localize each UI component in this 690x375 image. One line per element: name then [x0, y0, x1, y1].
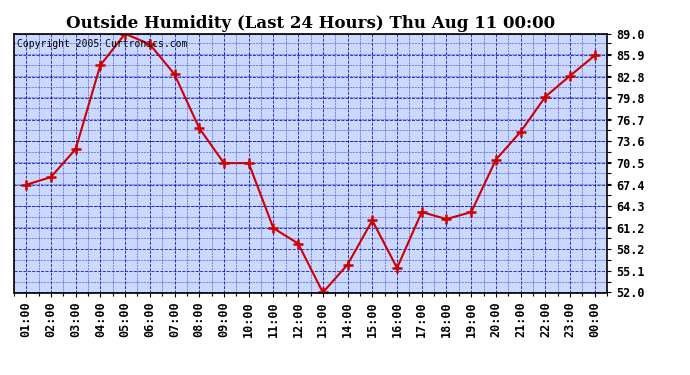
Text: Copyright 2005 Curtronics.com: Copyright 2005 Curtronics.com	[17, 39, 187, 49]
Title: Outside Humidity (Last 24 Hours) Thu Aug 11 00:00: Outside Humidity (Last 24 Hours) Thu Aug…	[66, 15, 555, 32]
